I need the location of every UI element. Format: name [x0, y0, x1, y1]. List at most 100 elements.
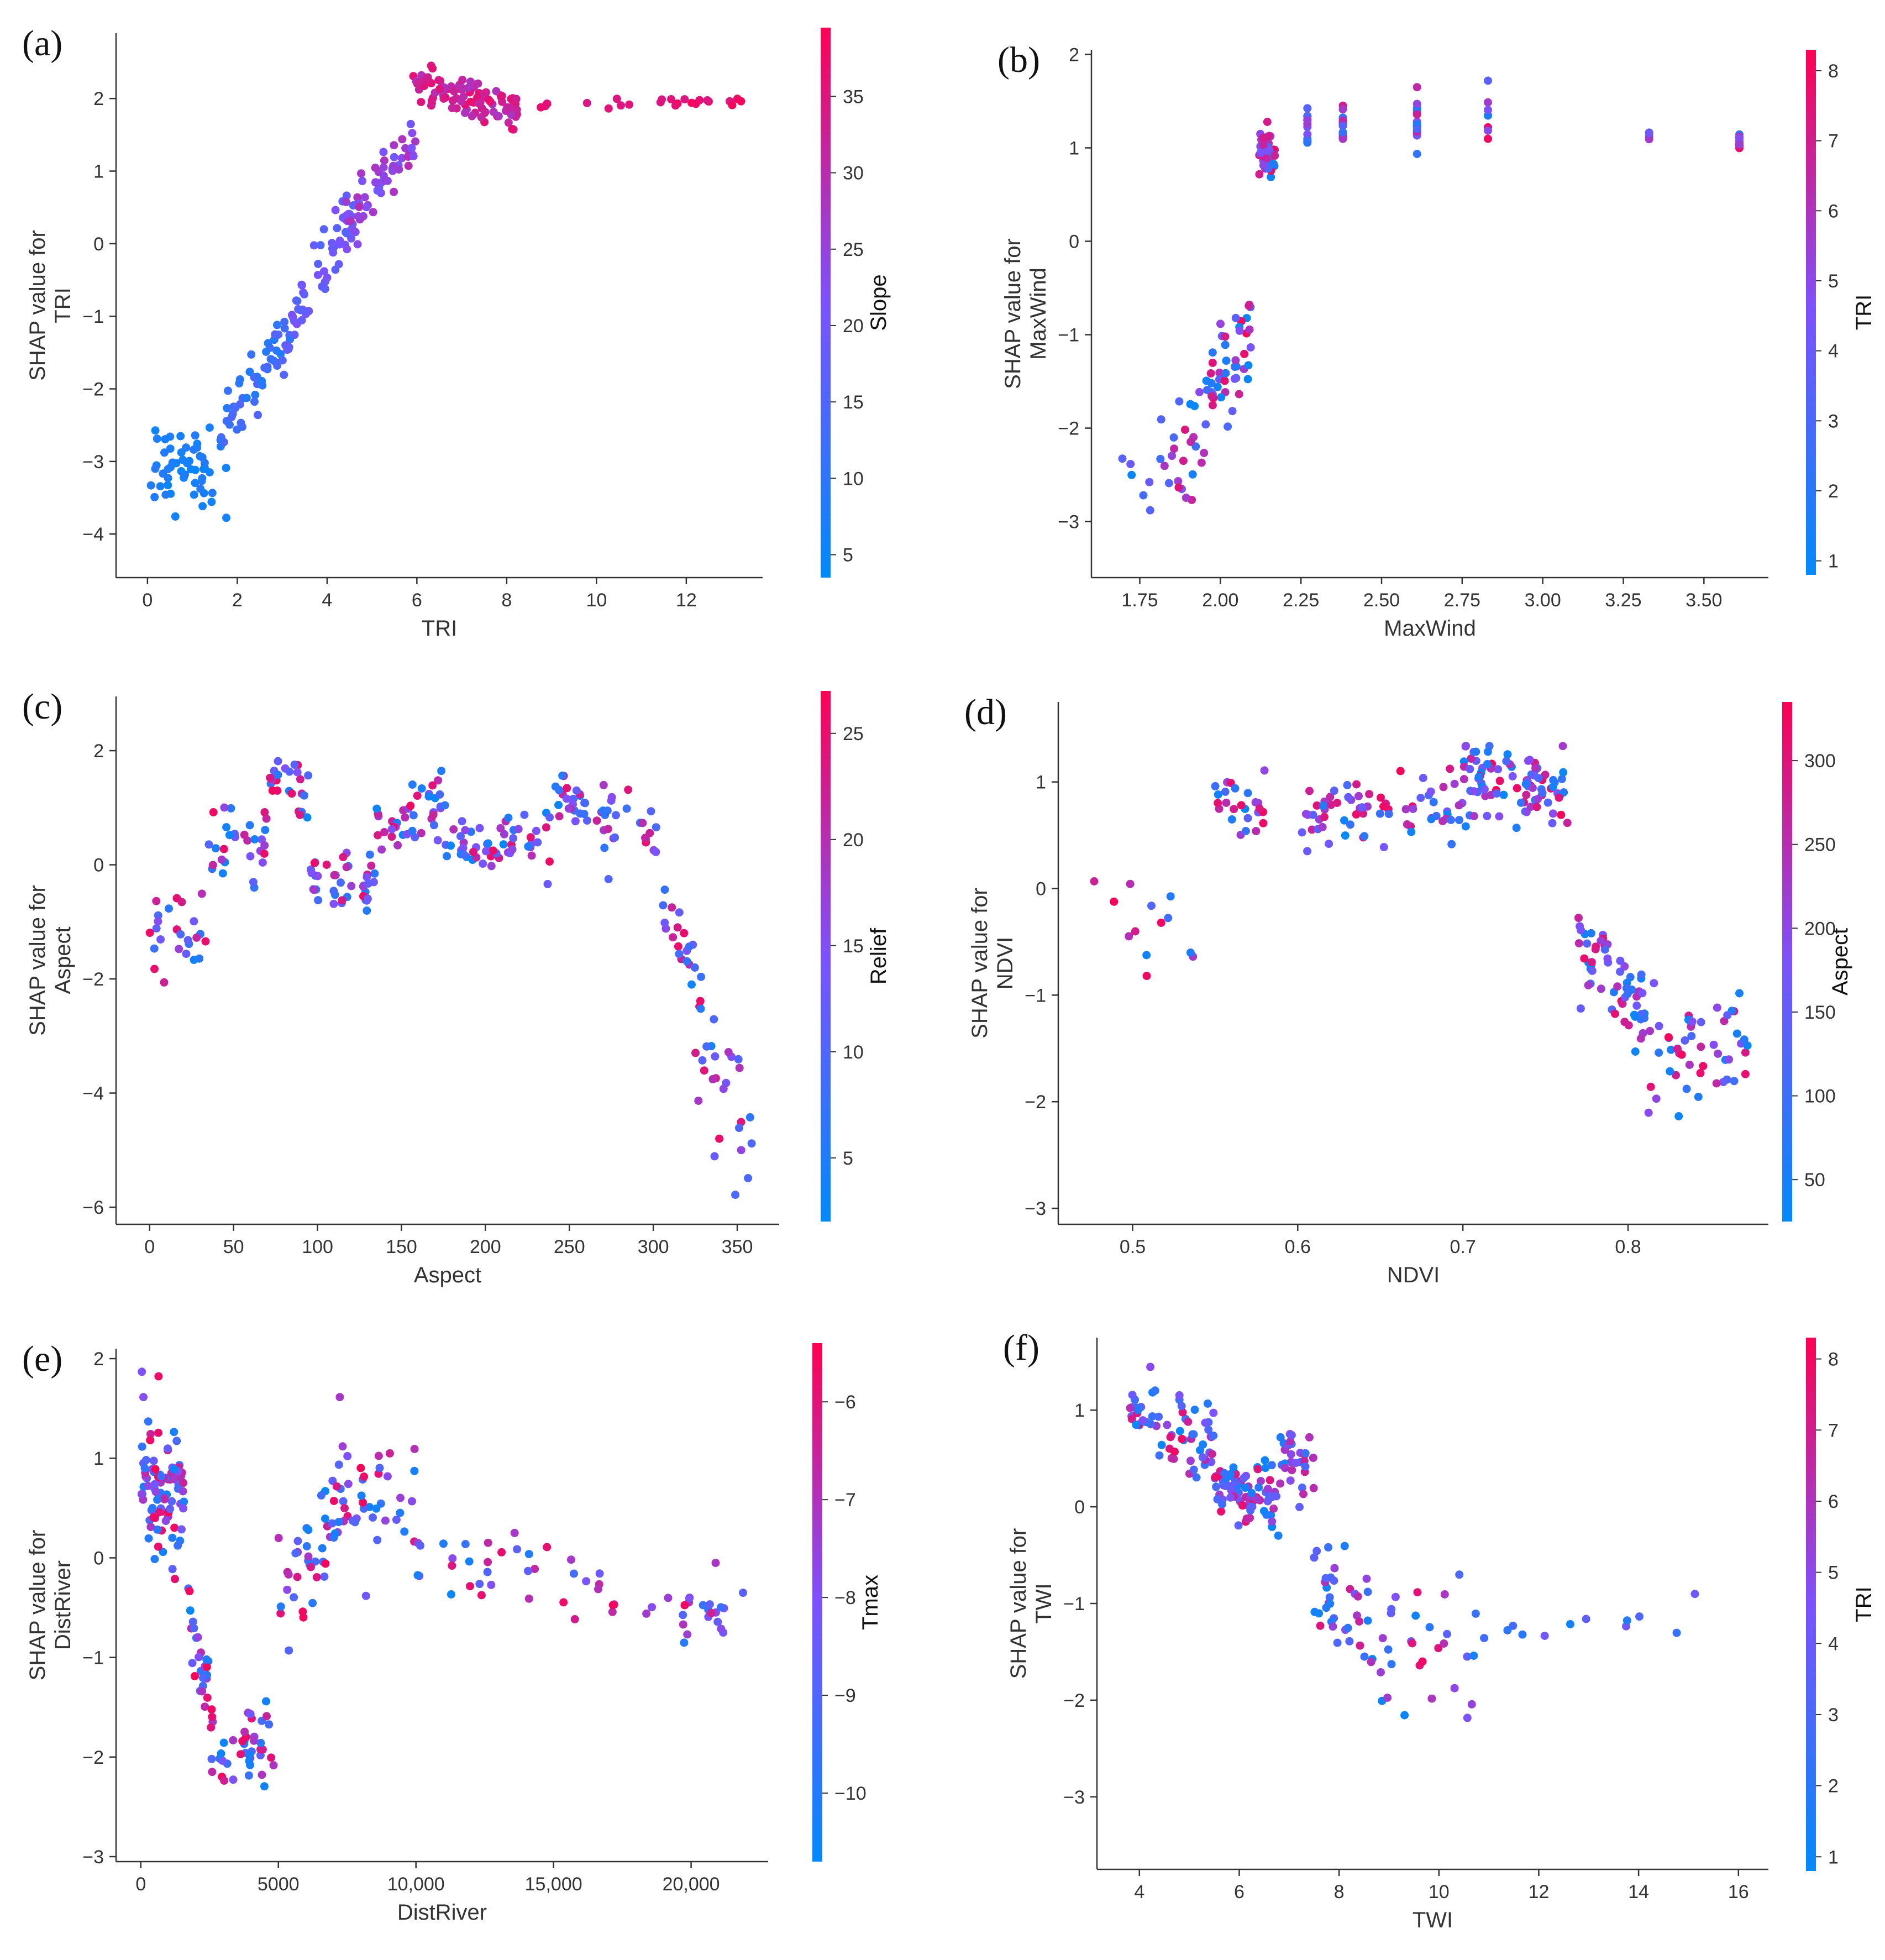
- scatter-point: [435, 790, 444, 799]
- scatter-point: [413, 792, 422, 800]
- scatter-point: [1288, 1466, 1296, 1475]
- y-tick-label: −4: [82, 1083, 104, 1104]
- scatter-point: [702, 1042, 711, 1051]
- scatter-point: [319, 225, 328, 234]
- scatter-point: [195, 954, 204, 963]
- scatter-point: [166, 463, 175, 471]
- scatter-point: [504, 118, 513, 127]
- scatter-point: [1206, 369, 1215, 378]
- scatter-point: [329, 887, 338, 895]
- colorbar-tick-label: 5: [843, 545, 853, 566]
- scatter-point: [563, 784, 571, 793]
- scatter-point: [1305, 787, 1314, 795]
- scatter-point: [144, 1534, 153, 1543]
- scatter-point: [247, 350, 256, 359]
- colorbar-tick-label: 2: [1828, 1776, 1839, 1797]
- scatter-point: [1259, 161, 1268, 170]
- y-axis-label-line: SHAP value for: [25, 885, 50, 1036]
- scatter-point: [1213, 382, 1222, 391]
- scatter-point: [434, 76, 443, 85]
- scatter-point: [290, 761, 299, 769]
- scatter-point: [555, 785, 564, 794]
- colorbar-tick-label: −7: [834, 1490, 856, 1511]
- scatter-point: [669, 933, 678, 942]
- scatter-point: [1160, 462, 1169, 470]
- scatter-point: [198, 474, 207, 483]
- scatter-point: [393, 841, 402, 850]
- scatter-point: [1644, 1108, 1653, 1117]
- scatter-point: [680, 929, 689, 937]
- x-tick-label: 0.7: [1450, 1236, 1476, 1257]
- scatter-point: [671, 101, 680, 110]
- scatter-point: [1175, 1391, 1184, 1400]
- scatter-point: [207, 1705, 216, 1714]
- scatter-point: [543, 1543, 552, 1552]
- scatter-point: [151, 1487, 160, 1496]
- colorbar-tick-label: 8: [1828, 1349, 1839, 1370]
- scatter-point: [161, 435, 170, 444]
- scatter-point: [735, 1063, 744, 1072]
- scatter-point: [1222, 357, 1231, 365]
- panel-b-y-axis-label: SHAP value forMaxWind: [1001, 238, 1051, 389]
- scatter-point: [1673, 1044, 1682, 1053]
- scatter-point: [146, 1523, 155, 1532]
- scatter-point: [719, 1084, 728, 1093]
- scatter-point: [1499, 790, 1508, 799]
- scatter-point: [496, 824, 505, 832]
- scatter-point: [555, 812, 564, 821]
- scatter-point: [687, 980, 696, 989]
- colorbar-tick-label: 4: [1828, 341, 1839, 362]
- scatter-point: [387, 825, 396, 834]
- scatter-point: [201, 1702, 209, 1711]
- scatter-point: [524, 1594, 533, 1603]
- scatter-point: [1588, 966, 1597, 975]
- scatter-point: [1413, 99, 1421, 108]
- scatter-point: [545, 857, 554, 866]
- scatter-point: [1623, 1616, 1631, 1625]
- scatter-point: [1677, 1050, 1686, 1059]
- scatter-point: [1387, 1660, 1396, 1669]
- x-tick-label: 2.75: [1444, 590, 1480, 611]
- scatter-point: [1474, 772, 1483, 781]
- scatter-point: [178, 1487, 187, 1496]
- scatter-point: [617, 101, 625, 110]
- scatter-point: [1620, 1018, 1629, 1026]
- scatter-point: [459, 92, 468, 101]
- scatter-point: [447, 841, 455, 850]
- scatter-point: [1699, 1062, 1708, 1071]
- scatter-point: [1243, 375, 1252, 384]
- scatter-point: [524, 1550, 533, 1559]
- scatter-point: [266, 773, 275, 782]
- scatter-point: [1419, 774, 1427, 782]
- scatter-point: [312, 1573, 321, 1581]
- y-tick-label: −3: [1025, 1198, 1046, 1219]
- scatter-point: [218, 869, 227, 878]
- colorbar-tick-label: 6: [1828, 201, 1839, 222]
- scatter-point: [1463, 1652, 1472, 1661]
- scatter-point: [461, 826, 470, 835]
- scatter-point: [1540, 1632, 1549, 1640]
- scatter-point: [1276, 1433, 1285, 1442]
- scatter-point: [1597, 984, 1605, 993]
- x-tick-label: 150: [386, 1236, 417, 1257]
- scatter-point: [379, 148, 388, 156]
- scatter-point: [1358, 803, 1367, 812]
- scatter-point: [280, 324, 289, 333]
- scatter-point: [1318, 822, 1327, 831]
- scatter-point: [1466, 764, 1474, 773]
- scatter-point: [542, 823, 550, 832]
- scatter-point: [1157, 415, 1165, 424]
- scatter-point: [461, 1540, 470, 1548]
- scatter-point: [1413, 125, 1421, 134]
- colorbar-tick-label: 10: [843, 1042, 864, 1063]
- scatter-point: [1400, 1711, 1409, 1720]
- scatter-point: [333, 224, 342, 233]
- scatter-point: [196, 452, 204, 460]
- scatter-point: [140, 1464, 149, 1472]
- colorbar-tick-label: 50: [1804, 1170, 1825, 1191]
- panel-d-colorbar: [1782, 702, 1792, 1222]
- scatter-point: [1652, 1094, 1661, 1103]
- scatter-point: [567, 1555, 575, 1564]
- scatter-point: [261, 826, 270, 835]
